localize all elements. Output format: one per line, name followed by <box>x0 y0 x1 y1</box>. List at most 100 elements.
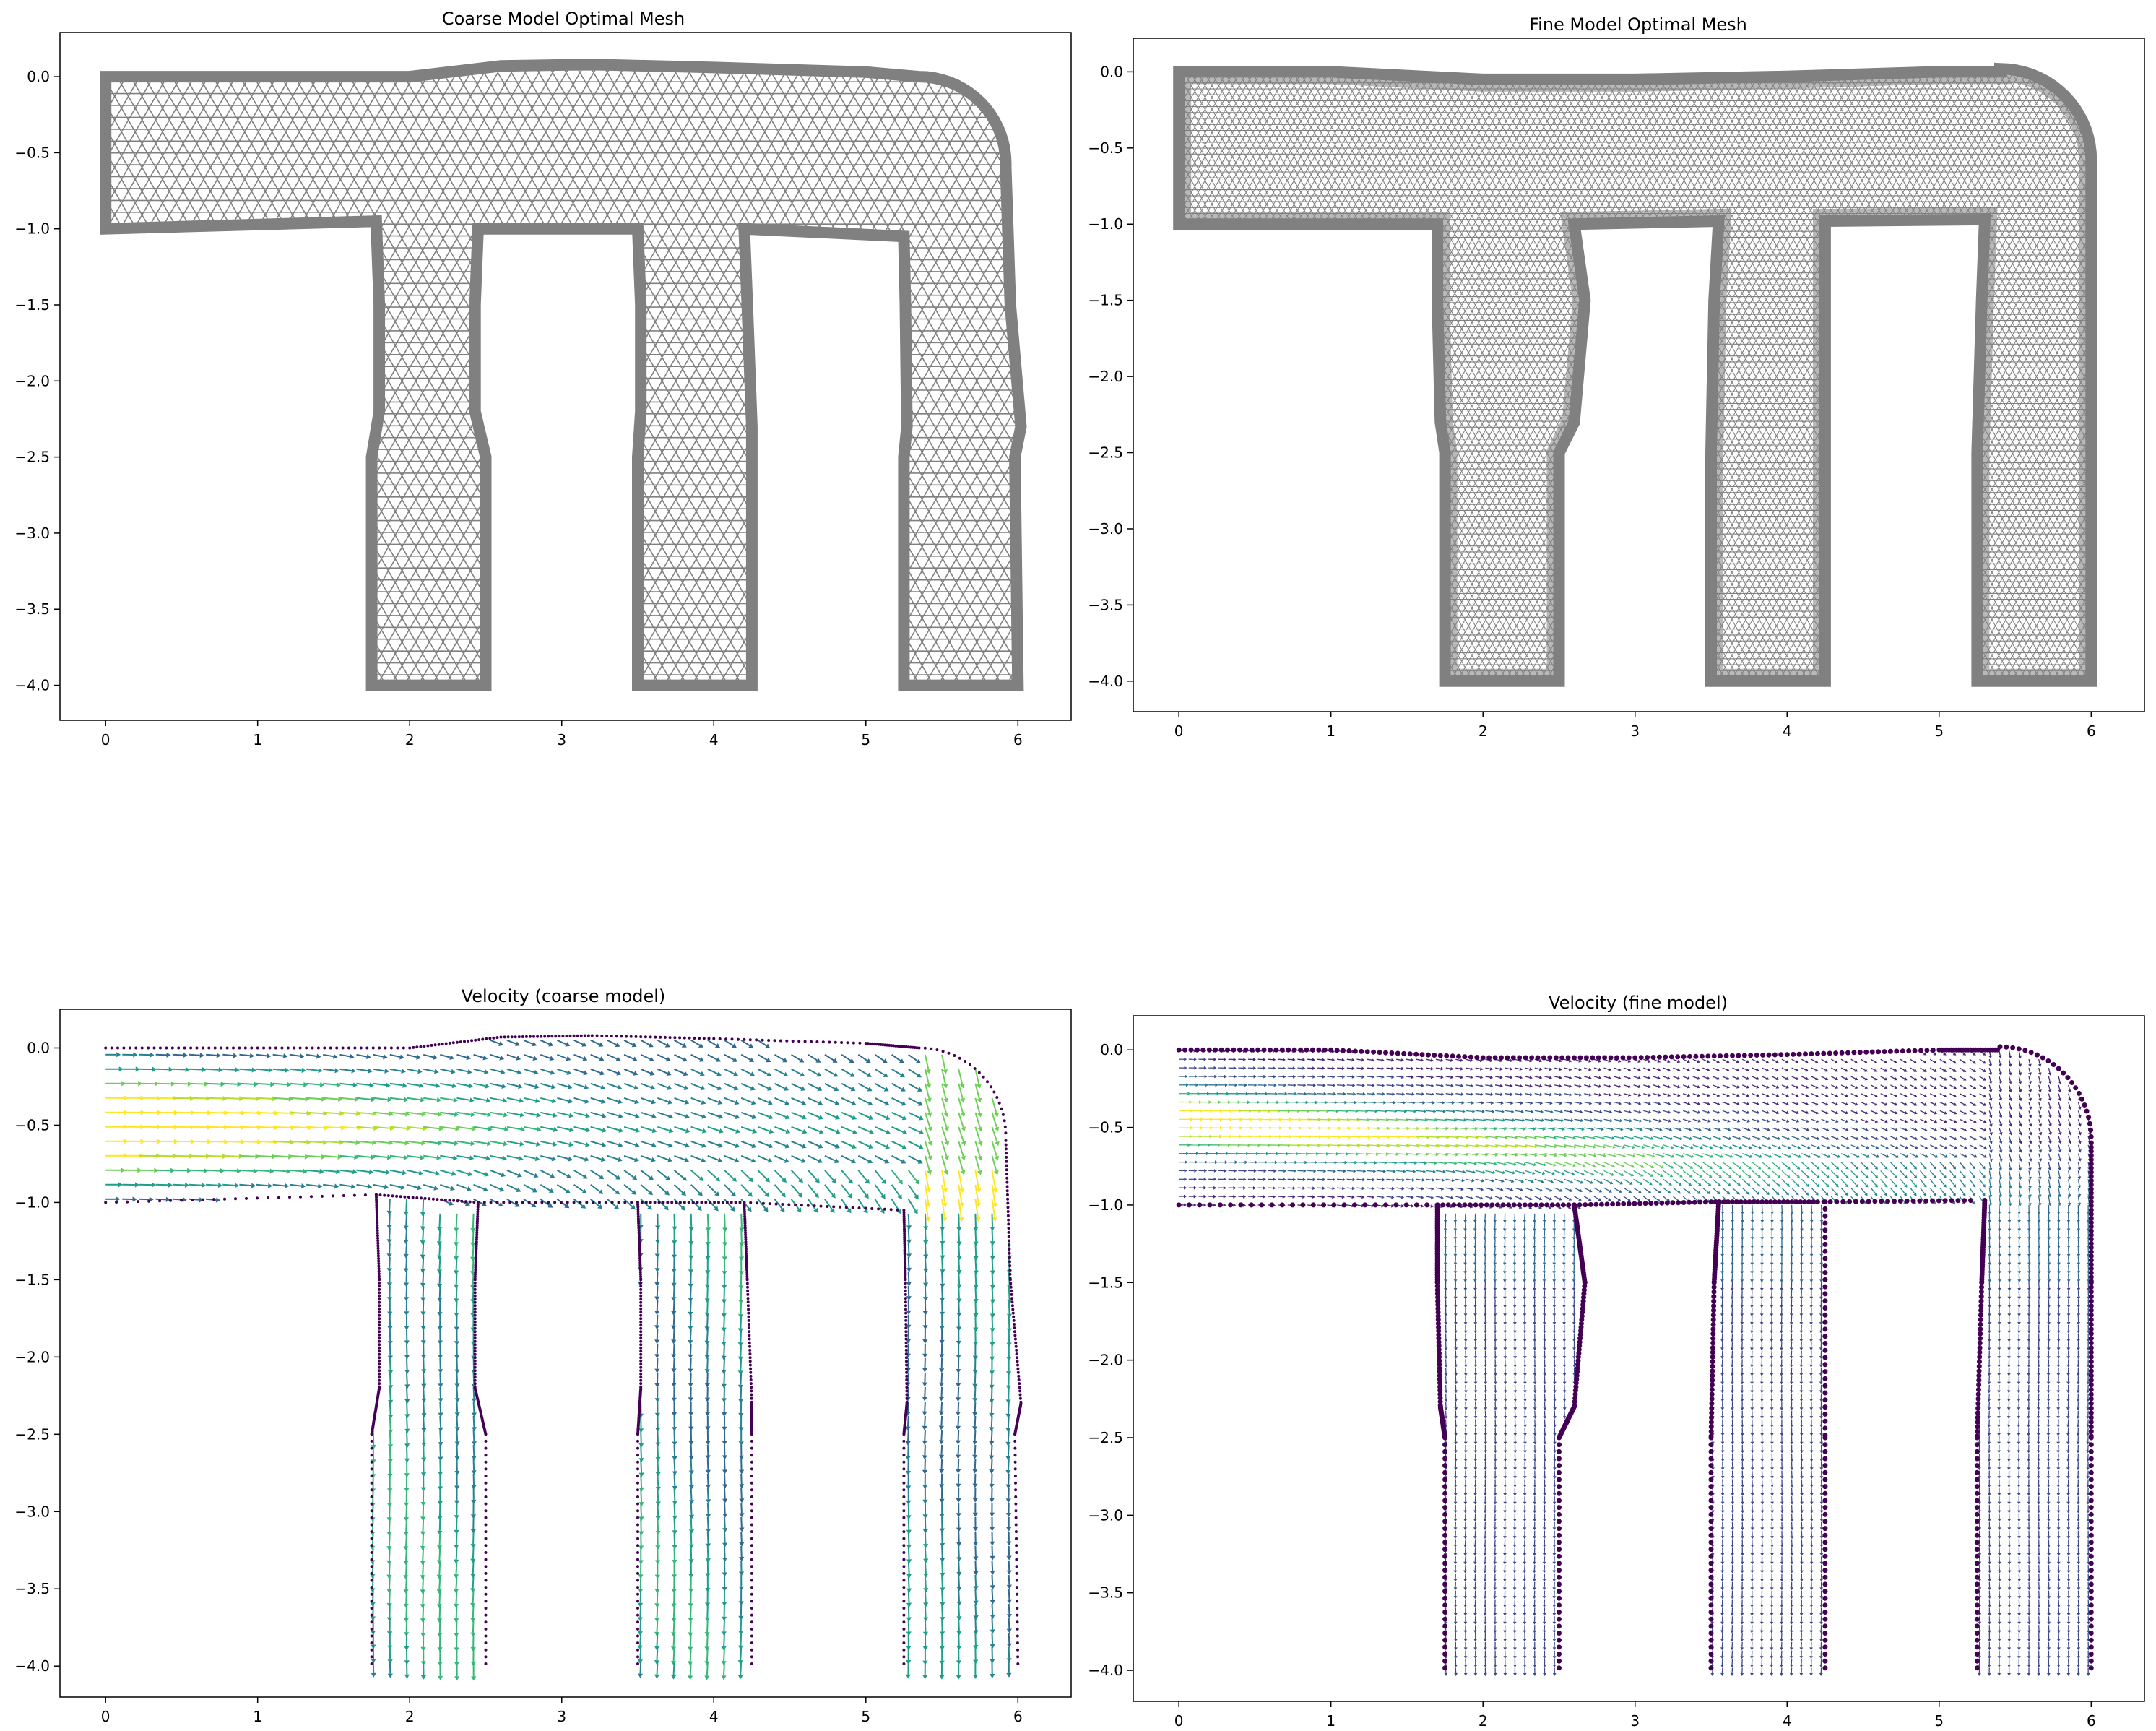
boundary-point <box>1013 1433 1017 1436</box>
velocity-arrow <box>1543 1384 1547 1394</box>
boundary-point <box>517 1035 521 1039</box>
velocity-arrow <box>437 1329 443 1345</box>
boundary-point <box>583 1034 586 1037</box>
boundary-point <box>1013 1439 1017 1443</box>
velocity-arrow <box>420 1343 427 1360</box>
velocity-arrow <box>824 1184 836 1199</box>
velocity-arrow <box>1416 1058 1424 1062</box>
velocity-arrow <box>1356 1092 1366 1096</box>
velocity-arrow <box>674 1154 690 1162</box>
velocity-arrow <box>607 1140 623 1148</box>
velocity-arrow <box>105 1066 124 1072</box>
velocity-arrow <box>1238 1152 1250 1156</box>
velocity-arrow <box>1564 1196 1572 1201</box>
velocity-arrow <box>2056 1213 2061 1223</box>
velocity-arrow <box>1831 1101 1839 1106</box>
velocity-arrow <box>1642 1178 1653 1186</box>
velocity-arrow <box>1800 1230 1804 1240</box>
y-tick-label: −4.0 <box>14 1657 50 1675</box>
velocity-arrow <box>2027 1248 2031 1257</box>
velocity-arrow <box>1593 1093 1602 1097</box>
velocity-arrow <box>941 1054 948 1074</box>
boundary-point <box>902 1565 906 1568</box>
velocity-arrow <box>1712 1084 1720 1089</box>
velocity-arrow <box>2008 1162 2012 1171</box>
velocity-arrow <box>438 1415 443 1432</box>
velocity-arrow <box>974 1170 982 1193</box>
velocity-arrow <box>1533 1376 1537 1385</box>
velocity-arrow <box>891 1154 906 1164</box>
velocity-arrow <box>738 1589 744 1606</box>
boundary-point <box>746 1289 750 1292</box>
velocity-arrow <box>1999 1102 2003 1110</box>
velocity-arrow <box>1484 1316 1487 1326</box>
velocity-arrow <box>1920 1084 1928 1089</box>
boundary-point <box>1015 1348 1018 1352</box>
velocity-arrow <box>1524 1084 1533 1088</box>
velocity-arrow <box>1218 1074 1227 1079</box>
velocity-arrow <box>1337 1092 1346 1096</box>
boundary-point <box>749 1378 753 1381</box>
boundary-point <box>707 1037 711 1040</box>
boundary-point <box>904 1300 907 1304</box>
velocity-arrow <box>1731 1402 1734 1411</box>
velocity-arrow <box>1910 1118 1918 1123</box>
velocity-arrow <box>1473 1213 1477 1223</box>
boundary-point <box>743 1201 746 1204</box>
velocity-arrow <box>1999 1110 2003 1118</box>
boundary-point <box>375 1206 378 1209</box>
velocity-arrow <box>1327 1058 1335 1062</box>
velocity-arrow <box>222 1183 240 1188</box>
velocity-arrow <box>724 1140 740 1148</box>
velocity-arrow <box>1485 1110 1495 1113</box>
velocity-arrow <box>1780 1239 1784 1249</box>
velocity-arrow <box>791 1154 806 1163</box>
boundary-point <box>744 1233 748 1237</box>
velocity-arrow <box>2007 1264 2012 1274</box>
velocity-arrow <box>1900 1136 1908 1141</box>
velocity-arrow <box>373 1097 392 1102</box>
velocity-arrow <box>1426 1161 1437 1165</box>
velocity-arrow <box>1692 1084 1700 1089</box>
boundary-point <box>734 1201 737 1204</box>
velocity-arrow <box>473 1053 488 1061</box>
velocity-arrow <box>891 1111 907 1121</box>
boundary-point <box>202 1198 205 1201</box>
velocity-arrow <box>1287 1178 1296 1182</box>
velocity-arrow <box>1730 1282 1734 1291</box>
velocity-arrow <box>1327 1075 1335 1079</box>
velocity-arrow <box>1979 1084 1986 1089</box>
velocity-arrow <box>956 1574 962 1592</box>
boundary-point <box>378 1324 381 1327</box>
velocity-arrow <box>423 1169 440 1176</box>
velocity-arrow <box>1999 1179 2002 1189</box>
velocity-arrow <box>557 1111 574 1118</box>
velocity-arrow <box>990 1574 995 1590</box>
velocity-arrow <box>941 1184 948 1207</box>
boundary-point <box>902 1620 906 1624</box>
velocity-arrow <box>289 1154 310 1160</box>
boundary-point <box>376 1221 379 1225</box>
velocity-arrow <box>1988 1170 1993 1180</box>
velocity-arrow <box>490 1183 505 1192</box>
velocity-arrow <box>1750 1393 1754 1402</box>
velocity-arrow <box>1633 1136 1645 1140</box>
velocity-arrow <box>1799 1393 1804 1402</box>
velocity-arrow <box>1386 1178 1395 1182</box>
velocity-arrow <box>1720 1273 1724 1283</box>
velocity-arrow <box>1800 1213 1804 1223</box>
velocity-arrow <box>1999 1153 2003 1162</box>
velocity-arrow <box>1454 1393 1458 1402</box>
boundary-point <box>639 1382 643 1386</box>
velocity-arrow <box>1790 1239 1794 1249</box>
boundary-point <box>495 1036 499 1040</box>
velocity-arrow <box>506 1154 524 1161</box>
velocity-arrow <box>1554 1136 1567 1140</box>
velocity-arrow <box>1297 1066 1306 1070</box>
velocity-arrow <box>991 1199 997 1222</box>
velocity-arrow <box>1562 1333 1567 1342</box>
velocity-arrow <box>1799 1333 1804 1342</box>
velocity-arrow <box>1811 1187 1819 1196</box>
velocity-arrow <box>824 1097 840 1105</box>
velocity-arrow <box>1593 1110 1603 1114</box>
